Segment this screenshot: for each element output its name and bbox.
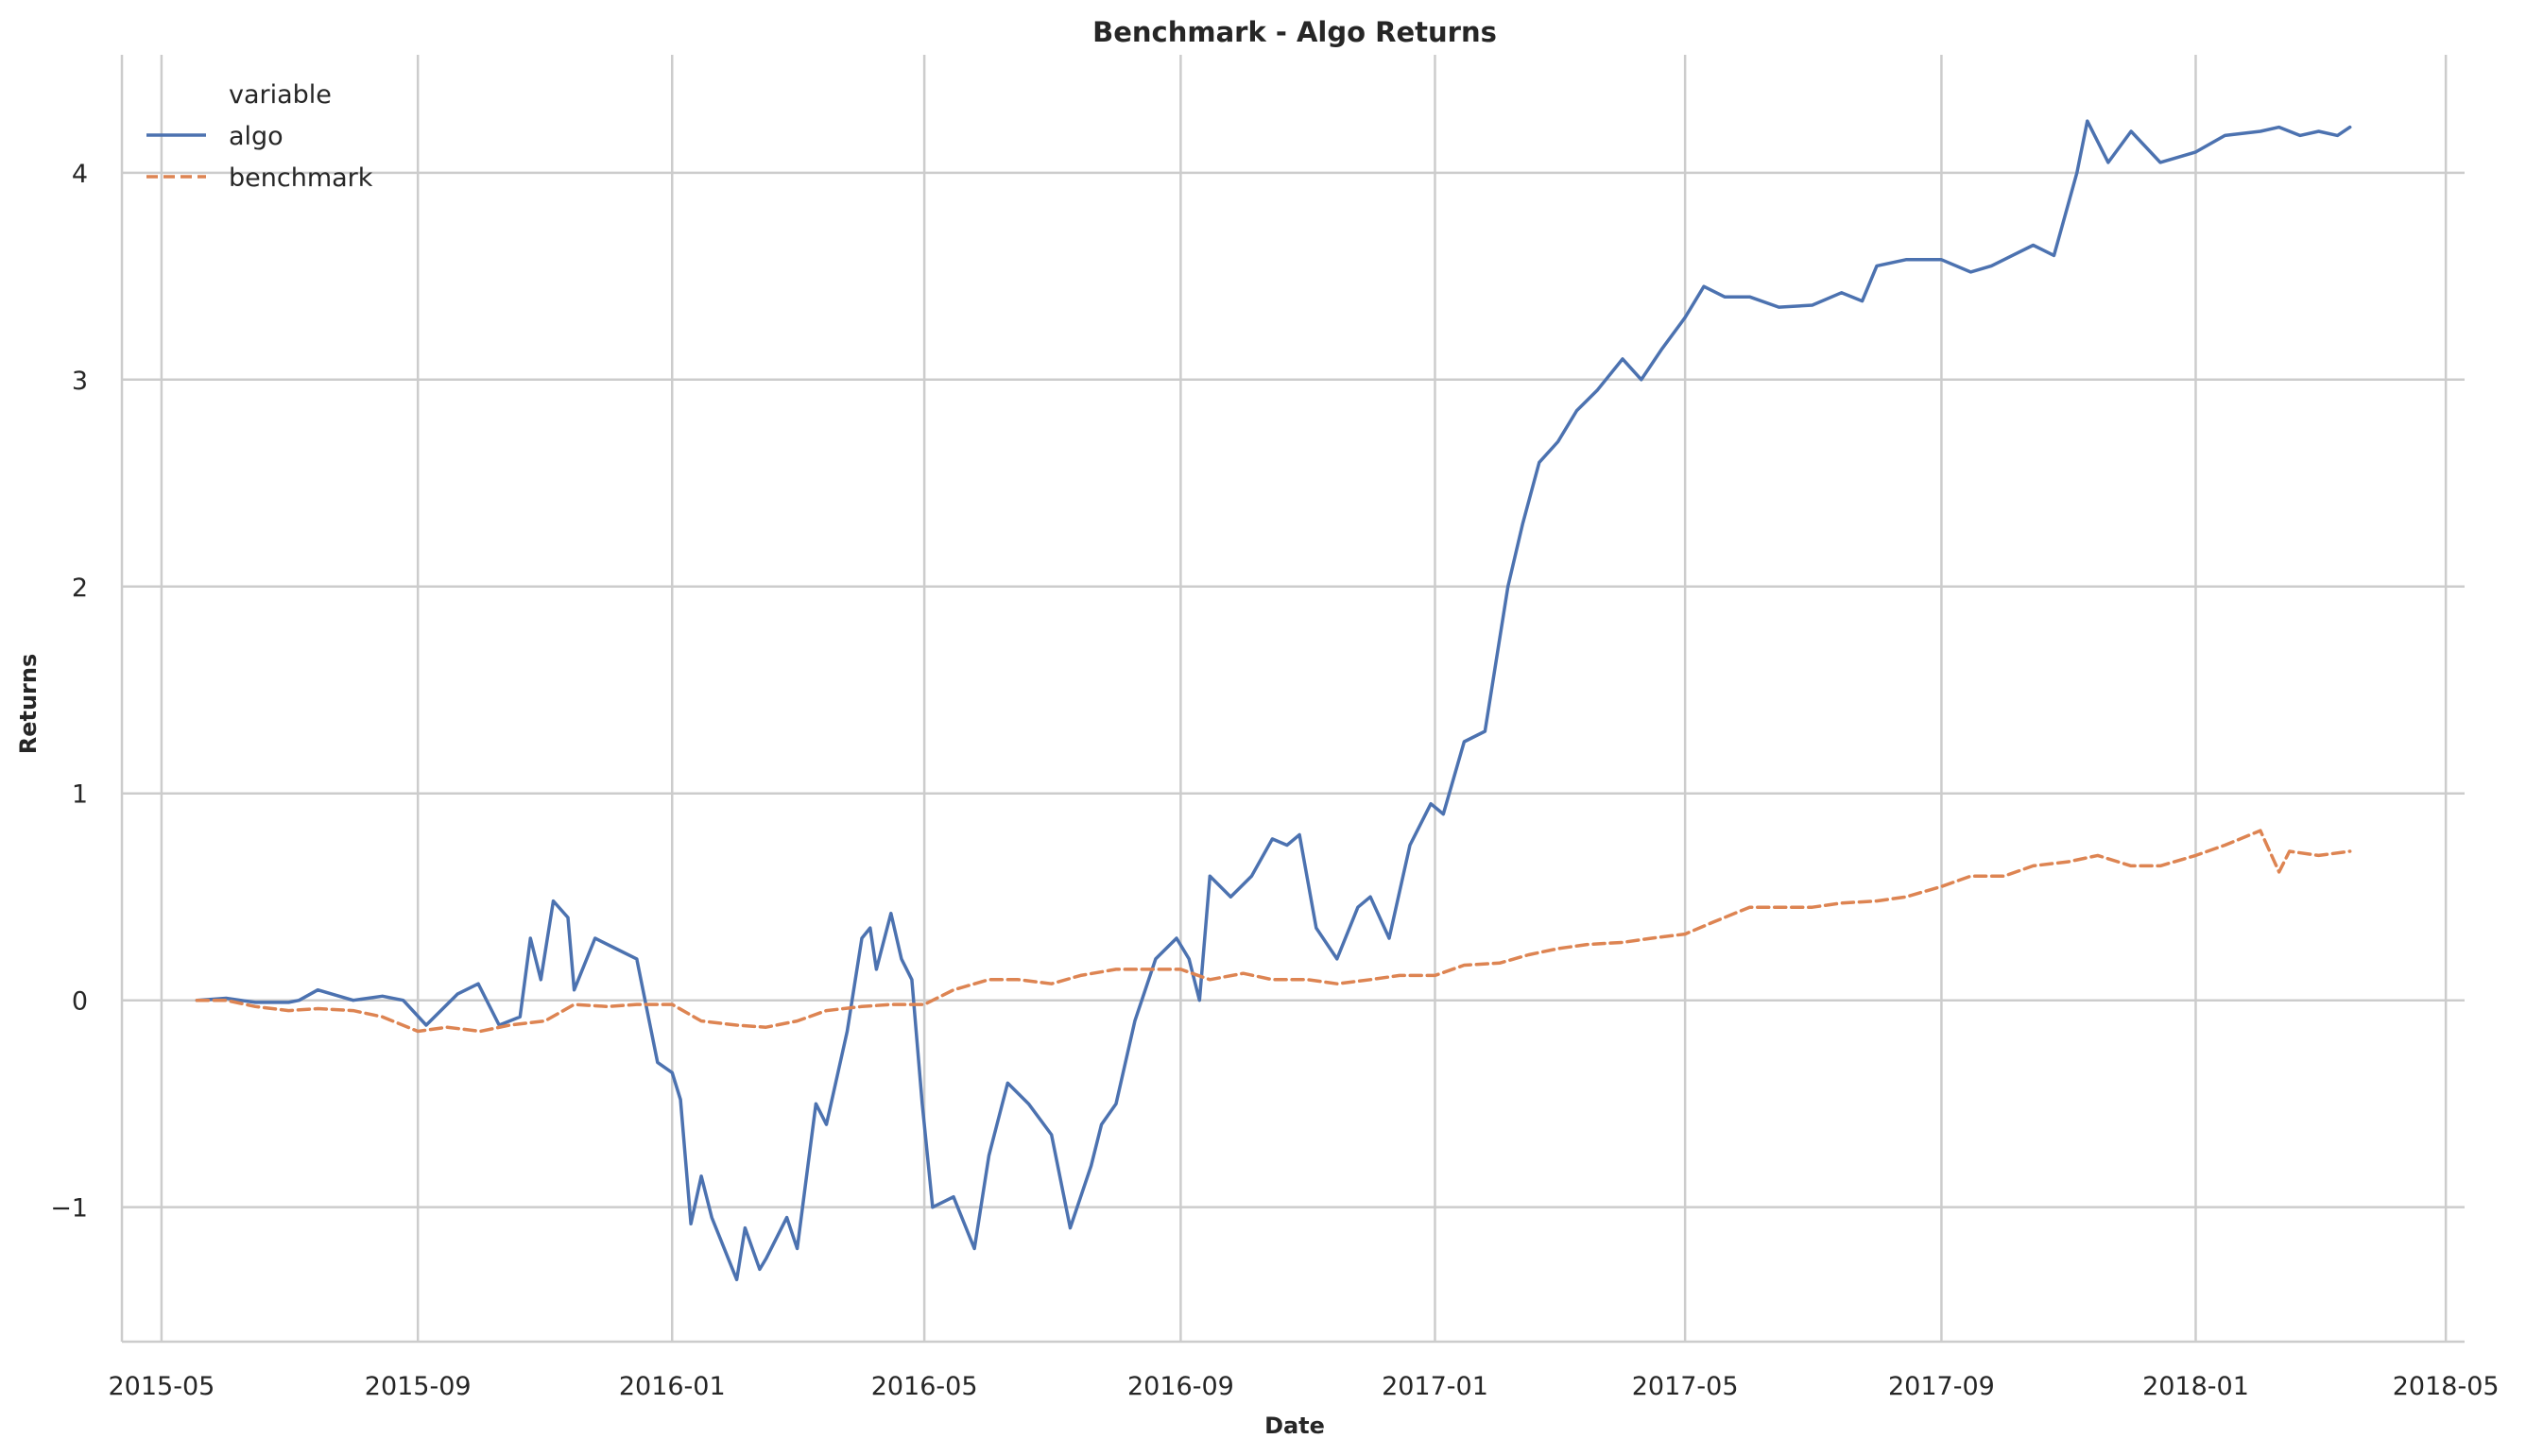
x-tick-label: 2016-05 <box>871 1372 978 1401</box>
y-tick-label: −1 <box>50 1194 88 1224</box>
y-axis-label: Returns <box>15 654 42 755</box>
legend-label-algo: algo <box>229 122 284 151</box>
x-tick-labels: 2015-05 2015-09 2016-01 2016-05 2016-09 2017-… <box>108 1372 2499 1401</box>
x-tick-label: 2017-05 <box>1632 1372 1739 1401</box>
x-tick-label: 2016-09 <box>1127 1372 1234 1401</box>
x-tick-label: 2016-01 <box>619 1372 726 1401</box>
x-tick-label: 2015-09 <box>365 1372 472 1401</box>
chart-title: Benchmark - Algo Returns <box>1092 16 1497 48</box>
y-tick-label: 4 <box>72 160 88 189</box>
y-tick-labels: −1 0 1 2 3 4 <box>50 160 88 1224</box>
series-lines <box>195 119 2352 1282</box>
series-line-benchmark <box>195 829 2352 1034</box>
legend-entries: algo benchmark <box>146 122 373 193</box>
legend-title: variable <box>229 80 332 110</box>
axis-spines <box>120 55 2465 1344</box>
y-tick-label: 3 <box>72 367 88 396</box>
x-tick-label: 2018-05 <box>2393 1372 2500 1401</box>
x-tick-label: 2017-01 <box>1382 1372 1488 1401</box>
x-tick-label: 2017-09 <box>1888 1372 1995 1401</box>
grid-lines <box>122 55 2465 1342</box>
x-tick-label: 2018-01 <box>2142 1372 2249 1401</box>
legend-label-benchmark: benchmark <box>229 163 373 193</box>
y-tick-label: 0 <box>72 987 88 1017</box>
legend: variable algo benchmark <box>146 80 373 193</box>
series-line-algo <box>195 119 2352 1282</box>
y-tick-label: 2 <box>72 574 88 603</box>
x-tick-label: 2015-05 <box>108 1372 215 1401</box>
x-axis-label: Date <box>1264 1413 1325 1439</box>
y-tick-label: 1 <box>72 780 88 810</box>
